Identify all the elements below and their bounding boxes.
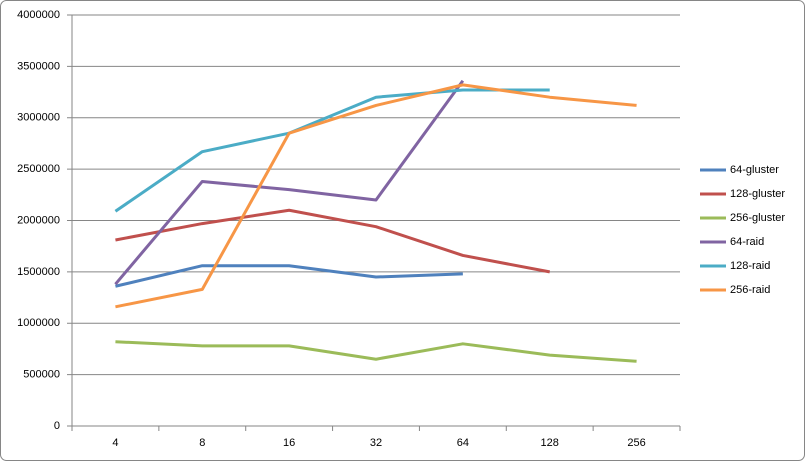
- series-line: [115, 264, 463, 288]
- legend-label: 64-gluster: [730, 164, 779, 176]
- legend-label: 256-raid: [730, 284, 770, 296]
- y-tick-label: 1000000: [17, 317, 60, 329]
- x-tick-label: 8: [199, 437, 205, 449]
- y-tick-label: 0: [54, 420, 60, 432]
- legend-label: 128-gluster: [730, 188, 785, 200]
- series-line: [114, 88, 550, 213]
- series-line: [115, 83, 637, 309]
- legend-label: 256-gluster: [730, 212, 785, 224]
- y-tick-label: 1500000: [17, 266, 60, 278]
- y-tick-label: 3000000: [17, 112, 60, 124]
- y-tick-label: 2000000: [17, 214, 60, 226]
- legend-label: 128-raid: [730, 260, 770, 272]
- y-tick-label: 500000: [23, 369, 60, 381]
- series-line: [115, 208, 550, 274]
- x-tick-label: 128: [541, 437, 559, 449]
- x-tick-label: 256: [627, 437, 645, 449]
- y-tick-label: 2500000: [17, 163, 60, 175]
- x-tick-label: 64: [457, 437, 469, 449]
- y-tick-label: 3500000: [17, 60, 60, 72]
- x-tick-label: 4: [112, 437, 118, 449]
- legend-label: 64-raid: [730, 236, 764, 248]
- x-tick-label: 16: [283, 437, 295, 449]
- series-line: [114, 79, 465, 286]
- x-tick-label: 32: [370, 437, 382, 449]
- y-tick-label: 4000000: [17, 9, 60, 21]
- series-line: [115, 340, 637, 363]
